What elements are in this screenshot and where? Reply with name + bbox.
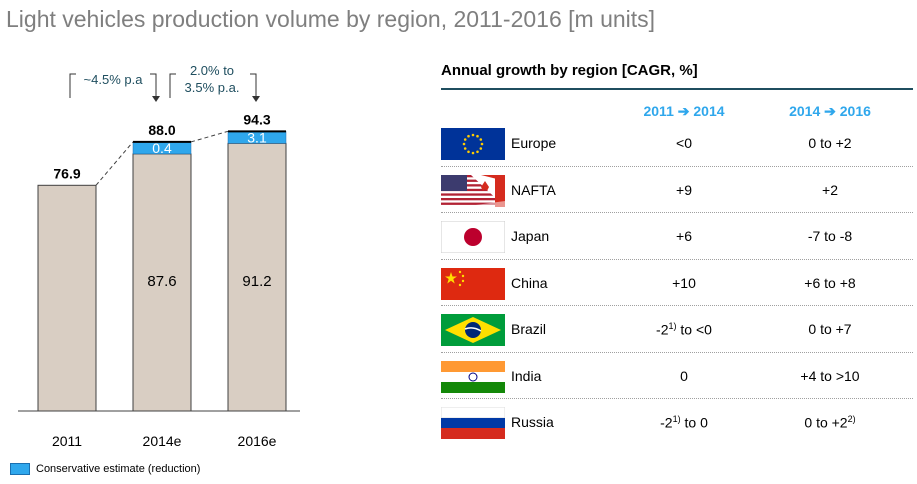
legend-label: Conservative estimate (reduction) bbox=[36, 463, 201, 475]
cagr-2014-2016: +4 to >10 bbox=[800, 367, 860, 384]
bar-base-2014e bbox=[132, 153, 192, 412]
row-separator bbox=[441, 305, 913, 306]
cagr-2011-2014: +9 bbox=[676, 181, 692, 198]
russia-flag-icon bbox=[441, 407, 505, 439]
total-value-label-2014e: 88.0 bbox=[148, 122, 175, 138]
base-value-label-2014e: 87.6 bbox=[147, 273, 176, 290]
cagr-2011-2014: -21) to <0 bbox=[656, 321, 712, 338]
growth-bracket-2-right bbox=[250, 73, 257, 96]
cagr-2011-2014: -21) to 0 bbox=[660, 414, 708, 431]
region-name: Russia bbox=[511, 414, 554, 430]
x-tick-label-2011: 2011 bbox=[52, 433, 82, 449]
growth-bracket-2-left bbox=[169, 73, 176, 98]
cagr-2011-2014: +6 bbox=[676, 228, 692, 244]
brazil-flag-icon bbox=[441, 314, 505, 346]
table-row: Brazil -21) to <0 0 to +7 bbox=[441, 307, 913, 353]
legend-swatch-reduction bbox=[10, 463, 30, 475]
cagr-2014-2016: 0 to +22) bbox=[804, 414, 856, 431]
growth-annotation-2014-2016-line2: 3.5% p.a. bbox=[185, 80, 240, 95]
table-row: China +10 +6 to +8 bbox=[441, 261, 913, 307]
column-header-2011-2014: 2011 ➔ 2014 bbox=[643, 103, 725, 119]
row-separator bbox=[441, 165, 913, 167]
connector-2014e-2016e bbox=[190, 130, 229, 143]
column-header-2014-2016: 2014 ➔ 2016 bbox=[789, 103, 871, 119]
japan-flag-icon bbox=[441, 221, 505, 253]
table-header-rule bbox=[441, 88, 913, 90]
region-name: India bbox=[511, 367, 542, 384]
connector-2011-2014e bbox=[95, 141, 134, 186]
cagr-2011-2014: 0 bbox=[680, 367, 688, 384]
region-name: Japan bbox=[511, 228, 550, 244]
row-separator bbox=[441, 258, 913, 260]
row-separator bbox=[441, 351, 913, 353]
total-value-label-2011: 76.9 bbox=[53, 165, 80, 181]
cagr-2014-2016: -7 to -8 bbox=[807, 228, 853, 244]
growth-bracket-1-right bbox=[150, 73, 157, 96]
cagr-2014-2016: 0 to +2 bbox=[808, 135, 852, 151]
growth-bracket-1-left bbox=[69, 73, 76, 98]
table-row: Japan +6 -7 to -8 bbox=[441, 214, 913, 260]
growth-bracket-1-arrowhead bbox=[152, 96, 160, 102]
production-bar-chart: 76.9 2011 0.4 87.6 88.0 2014e 3.1 91.2 94.3 2016e… bbox=[18, 63, 300, 449]
cagr-2014-2016: +2 bbox=[822, 181, 838, 198]
bar-base-2016e bbox=[227, 142, 287, 412]
x-tick-label-2016e: 2016e bbox=[238, 433, 277, 449]
cagr-2014-2016: 0 to +7 bbox=[808, 321, 852, 337]
region-name: Europe bbox=[511, 135, 557, 151]
cagr-2011-2014: <0 bbox=[676, 135, 692, 151]
cagr-2014-2016: +6 to +8 bbox=[804, 274, 856, 291]
x-tick-label-2014e: 2014e bbox=[143, 433, 182, 449]
region-name: China bbox=[511, 274, 548, 291]
row-separator bbox=[441, 398, 913, 399]
chart-legend: Conservative estimate (reduction) bbox=[10, 463, 200, 475]
table-row: NAFTA +9 +2 bbox=[441, 168, 913, 214]
bar-base-2011 bbox=[37, 184, 97, 412]
table-title: Annual growth by region [CAGR, %] bbox=[441, 62, 698, 79]
eu-flag-icon bbox=[441, 128, 505, 160]
region-name: NAFTA bbox=[511, 181, 556, 198]
cagr-2011-2014: +10 bbox=[672, 274, 696, 291]
table-row: Russia -21) to 0 0 to +22) bbox=[441, 400, 913, 446]
reduction-label-2014e: 0.4 bbox=[152, 140, 172, 156]
growth-bracket-2-arrowhead bbox=[252, 96, 260, 102]
india-flag-icon bbox=[441, 360, 505, 393]
row-separator bbox=[441, 212, 913, 213]
growth-annotation-2011-2014: ~4.5% p.a bbox=[84, 72, 144, 87]
table-row: India 0 +4 to >10 bbox=[441, 354, 913, 400]
nafta-flag-icon bbox=[441, 174, 505, 207]
china-flag-icon bbox=[441, 267, 505, 300]
table-row: Europe <0 0 to +2 bbox=[441, 121, 913, 167]
page-title: Light vehicles production volume by regi… bbox=[6, 6, 656, 32]
total-value-label-2016e: 94.3 bbox=[243, 111, 270, 127]
growth-annotation-2014-2016-line1: 2.0% to bbox=[190, 63, 234, 78]
base-value-label-2016e: 91.2 bbox=[242, 273, 271, 290]
reduction-label-2016e: 3.1 bbox=[247, 129, 267, 145]
region-name: Brazil bbox=[511, 321, 547, 337]
